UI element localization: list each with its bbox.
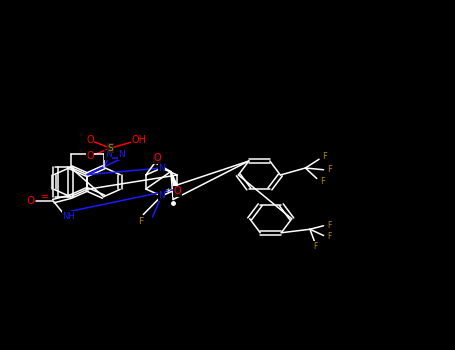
Text: OH: OH (131, 135, 147, 145)
Text: O: O (86, 135, 94, 145)
Text: O: O (153, 153, 161, 163)
Text: F: F (313, 241, 318, 251)
Text: =: = (40, 192, 49, 202)
Text: F: F (322, 152, 327, 161)
Text: *: * (166, 188, 172, 197)
Text: S: S (107, 144, 113, 153)
Text: O: O (86, 151, 94, 161)
Text: F: F (327, 232, 331, 241)
Text: O: O (26, 196, 35, 206)
Text: F: F (327, 220, 331, 230)
Text: O: O (174, 186, 182, 196)
Text: N: N (158, 163, 165, 173)
Polygon shape (171, 172, 177, 186)
Text: F: F (320, 177, 325, 186)
Text: N: N (105, 150, 111, 160)
Text: N: N (118, 150, 125, 160)
Text: NH: NH (62, 212, 75, 221)
Text: F: F (138, 217, 144, 226)
Text: N: N (158, 191, 165, 201)
Text: F: F (327, 165, 332, 174)
